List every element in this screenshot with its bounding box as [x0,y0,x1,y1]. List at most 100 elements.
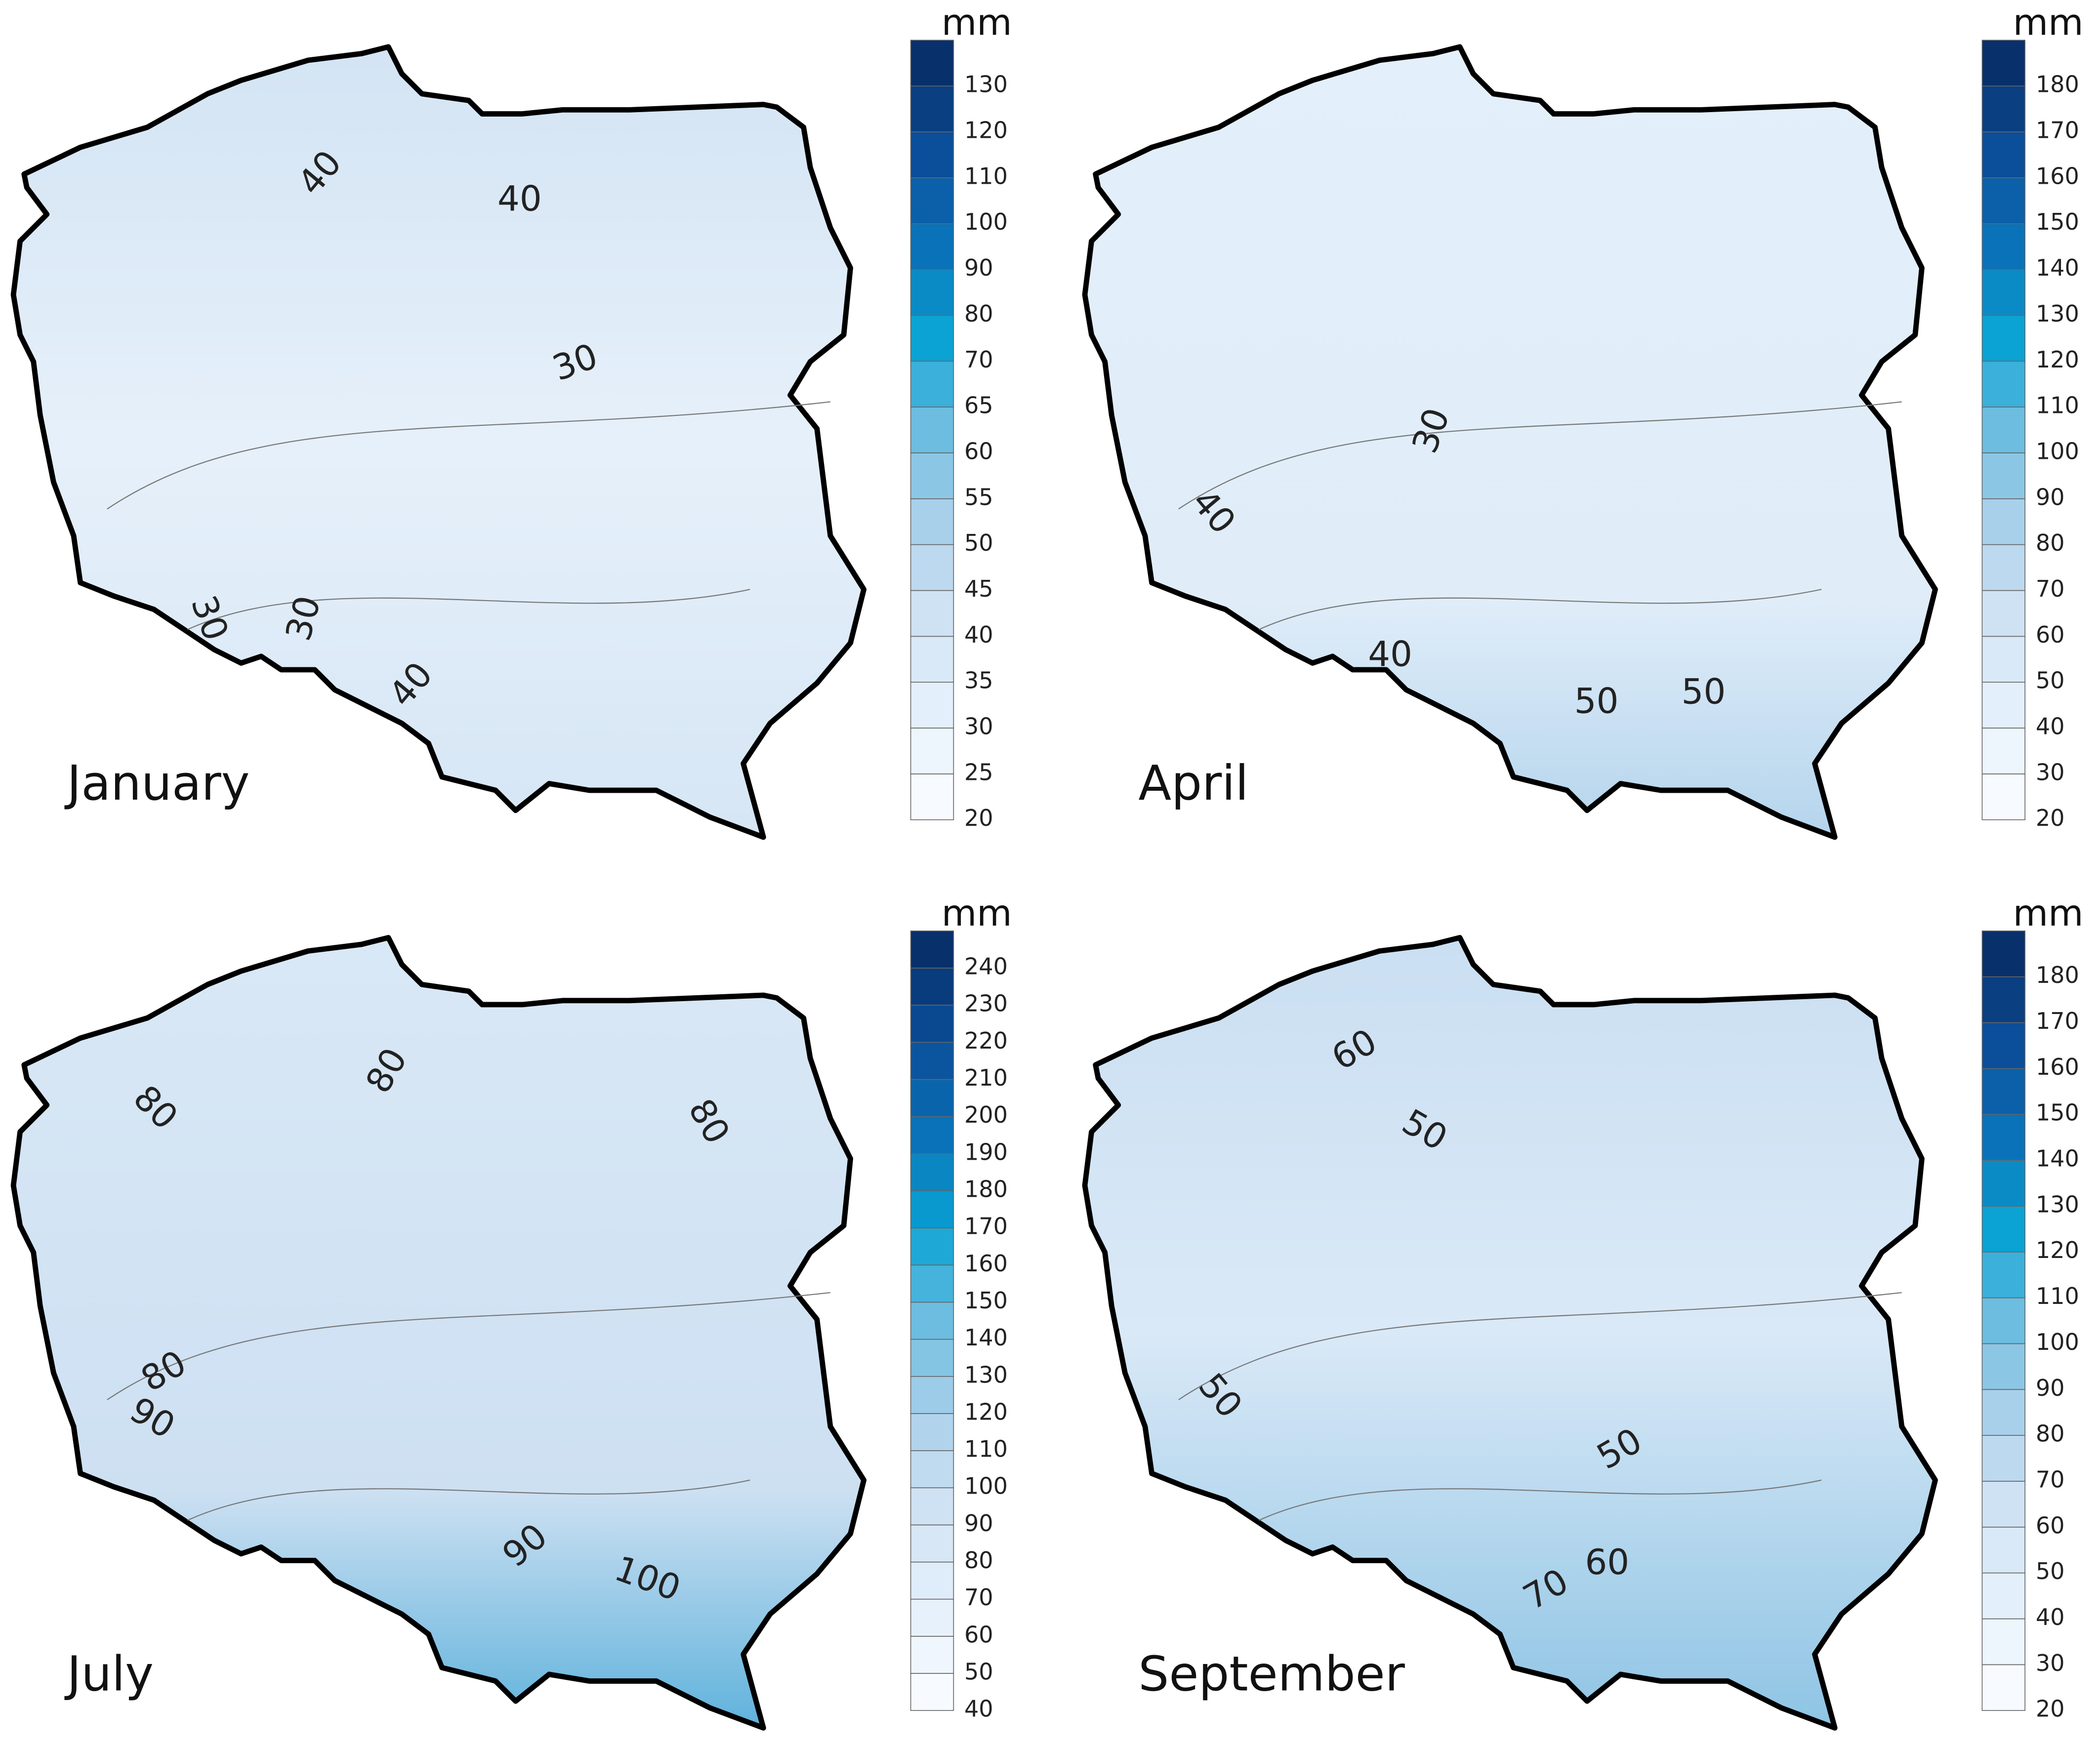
colorbar-band [1981,1068,2025,1115]
colorbar-band [1981,85,2025,132]
colorbar-tick-label: 20 [2036,805,2065,831]
colorbar-band [1981,498,2025,545]
colorbar-tick-label: 20 [2036,1696,2065,1722]
colorbar-tick-label: 50 [2036,667,2065,694]
colorbar-tick-label: 50 [964,1659,993,1685]
colorbar-band [910,636,954,683]
colorbar-tick-label: 20 [964,805,993,831]
colorbar-tick-label: 180 [2036,962,2079,988]
colorbar-band [910,1673,954,1711]
contour-line [107,1292,830,1400]
colorbar-band [1981,682,2025,729]
colorbar-band [910,85,954,132]
colorbar-tick-label: 40 [964,621,993,648]
colorbar-band [1981,1389,2025,1436]
colorbar-band [910,1190,954,1228]
colorbar-band [910,1079,954,1117]
colorbar-tick-label: 110 [964,1436,1008,1462]
colorbar-tick-label: 140 [2036,1145,2079,1172]
colorbar-tick-label: 80 [964,1547,993,1574]
colorbar-tick-label: 150 [2036,1099,2079,1126]
contour-label: 40 [1368,634,1412,674]
colorbar-band [910,728,954,774]
colorbar-band [910,1376,954,1414]
colorbar-tick-label: 90 [964,254,993,281]
colorbar-band [1981,1435,2025,1482]
contour-line [1178,401,1902,510]
colorbar-band [910,682,954,729]
colorbar-tick-label: 40 [2036,1604,2065,1630]
colorbar-tick-label: 100 [964,208,1008,235]
colorbar-tick-label: 190 [964,1138,1008,1165]
colorbar-band [1981,636,2025,683]
colorbar-tick-label: 200 [964,1101,1008,1128]
colorbar-band [1981,590,2025,637]
colorbar-band [910,1561,954,1600]
colorbar-band [910,1636,954,1674]
colorbar-band [910,406,954,453]
contour-line [1258,589,1822,630]
colorbar-tick-label: 70 [964,346,993,373]
colorbar-tick-label: 170 [2036,1008,2079,1034]
colorbar-tick-label: 120 [2036,1237,2079,1263]
colorbar-band [1981,931,2025,977]
colorbar-tick-label: 180 [964,1176,1008,1202]
colorbar-tick-label: 30 [964,713,993,740]
colorbar-tick-label: 60 [2036,621,2065,648]
colorbar-band [1981,1297,2025,1344]
colorbar-band [910,1413,954,1451]
colorbar-tick-label: 40 [2036,713,2065,740]
colorbar-tick-label: 80 [2036,1420,2065,1447]
colorbar-tick-label: 30 [2036,1650,2065,1676]
map-panel: 808080809090100July405060708090100110120… [13,892,1012,1728]
colorbar-band [1981,1527,2025,1574]
colorbar-band [910,1264,954,1303]
colorbar-unit: mm [2013,2,2084,44]
colorbar-band [910,315,954,362]
colorbar-tick-label: 130 [964,71,1008,98]
contour-line [1258,1479,1822,1521]
colorbar-band [1981,544,2025,591]
colorbar-tick-label: 140 [2036,254,2079,281]
colorbar-band [910,590,954,637]
colorbar-band [910,498,954,545]
map-panel: 605050506070September2030405060708090100… [1085,892,2083,1728]
colorbar-band [1981,131,2025,178]
colorbar-tick-label: 50 [2036,1558,2065,1584]
colorbar-tick-label: 80 [2036,529,2065,556]
colorbar-tick-label: 35 [964,667,993,694]
colorbar-band [910,269,954,316]
colorbar-tick-label: 60 [964,438,993,464]
colorbar-unit: mm [2013,892,2084,934]
colorbar-tick-label: 120 [2036,346,2079,373]
colorbar-band [910,1487,954,1526]
colorbar-tick-label: 40 [964,1696,993,1722]
colorbar-band [910,223,954,270]
colorbar-band [1981,40,2025,87]
colorbar-band [1981,773,2025,820]
panel-title: April [1138,755,1248,811]
colorbar-band [1981,1022,2025,1069]
colorbar-band [910,452,954,499]
colorbar-band [1981,1481,2025,1528]
colorbar-tick-label: 100 [2036,438,2079,464]
colorbar-band [1981,1160,2025,1207]
colorbar-tick-label: 160 [2036,162,2079,189]
colorbar-tick-label: 130 [964,1361,1008,1388]
colorbar-tick-label: 60 [964,1621,993,1648]
colorbar-band [910,544,954,591]
colorbar-tick-label: 230 [964,990,1008,1017]
colorbar-band [910,131,954,178]
colorbar-band [910,1450,954,1489]
colorbar-band [1981,406,2025,453]
colorbar-band [910,773,954,820]
country-outline [1085,47,1935,837]
colorbar-tick-label: 65 [964,392,993,419]
colorbar-tick-label: 90 [2036,484,2065,510]
colorbar-tick-label: 110 [2036,392,2079,419]
colorbar-band [910,1524,954,1563]
colorbar-band [1981,1664,2025,1711]
